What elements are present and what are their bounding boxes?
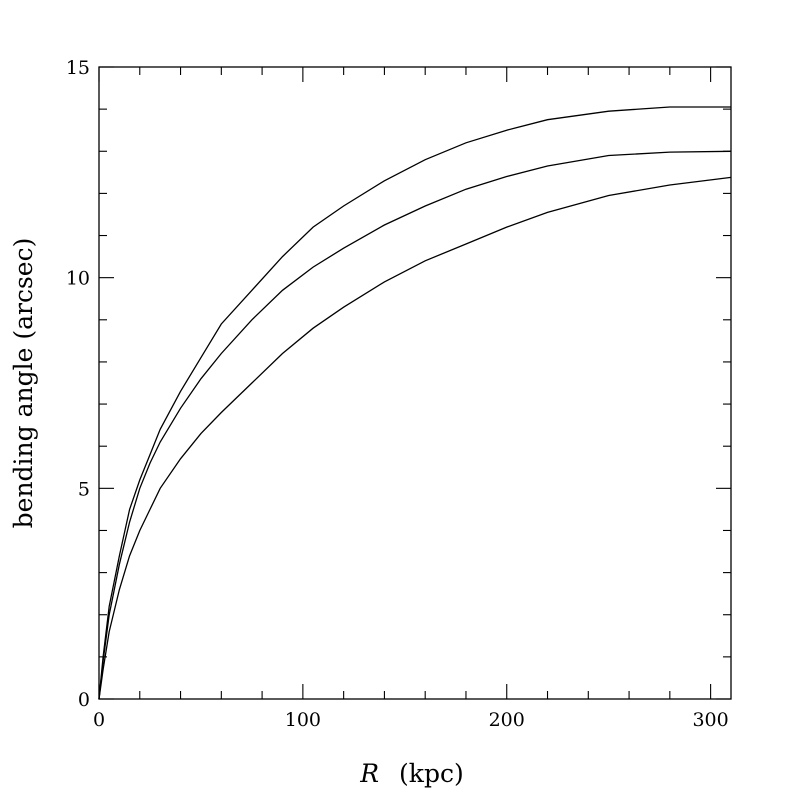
- y-tick-label: 10: [66, 268, 90, 290]
- x-axis-unit: (kpc): [399, 759, 464, 788]
- series-group: [98, 106, 732, 700]
- series-line-2: [98, 150, 732, 700]
- x-tick-label: 100: [285, 709, 321, 731]
- series-line-3: [98, 176, 732, 700]
- y-axis-label: bending angle (arcsec): [9, 238, 38, 529]
- minor-ticks: [99, 67, 731, 699]
- x-axis-variable: R: [359, 759, 379, 788]
- x-tick-label: 300: [692, 709, 728, 731]
- y-tick-label: 15: [66, 57, 90, 79]
- x-tick-labels: 0 100 200 300: [93, 709, 729, 731]
- y-tick-label: 5: [78, 478, 90, 500]
- x-tick-label: 200: [489, 709, 525, 731]
- x-tick-label: 0: [93, 709, 105, 731]
- series-line-1: [98, 106, 731, 700]
- major-ticks: [98, 66, 731, 700]
- y-tick-labels: 0 5 10 15: [66, 57, 90, 711]
- y-tick-label: 0: [78, 689, 90, 711]
- x-axis-label: R (kpc): [359, 759, 463, 788]
- plot-frame: [98, 66, 732, 700]
